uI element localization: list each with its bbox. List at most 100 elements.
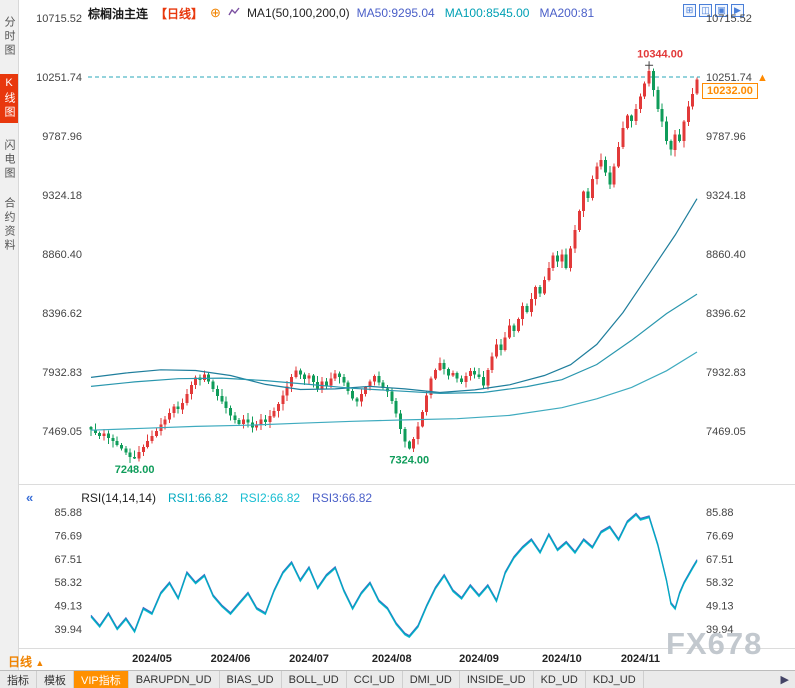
svg-text:2024/05: 2024/05: [132, 653, 172, 665]
svg-text:8396.62: 8396.62: [42, 308, 82, 320]
instrument-title: 棕榈油主连: [88, 6, 149, 21]
rsi-line-RSI2: [90, 514, 698, 639]
svg-text:7248.00: 7248.00: [115, 464, 155, 476]
bottom-toolbar: 指标 模板 VIP指标 BARUPDN_UD BIAS_UD BOLL_UD CCI_UD D…: [0, 670, 795, 688]
timeframe-selector[interactable]: 日线 ▲: [8, 653, 44, 670]
svg-text:2024/07: 2024/07: [289, 653, 329, 665]
bottom-tab-模板[interactable]: 模板: [37, 671, 74, 688]
bottom-tab-KD_UD[interactable]: KD_UD: [534, 671, 586, 688]
svg-text:9324.18: 9324.18: [706, 190, 746, 202]
rsi-lines-layer: [90, 512, 698, 639]
svg-text:8396.62: 8396.62: [706, 308, 746, 320]
ma-value-0: MA50:9295.04: [356, 6, 435, 20]
svg-text:7932.83: 7932.83: [706, 367, 746, 379]
ma-line-MA200: [90, 351, 698, 431]
timeframe-selector-label: 日线: [8, 655, 33, 669]
bottom-tab-BOLL_UD[interactable]: BOLL_UD: [282, 671, 347, 688]
rsi-line-RSI3: [90, 512, 698, 637]
indicator-tabs: 指标 模板 VIP指标 BARUPDN_UD BIAS_UD BOLL_UD CCI_UD D…: [0, 671, 644, 688]
svg-text:10715.52: 10715.52: [36, 13, 82, 25]
layout-maximize-icon[interactable]: ▣: [715, 4, 728, 17]
svg-text:10715.52: 10715.52: [706, 13, 752, 25]
candles-layer: [89, 65, 699, 464]
last-price-tag: 10232.00: [702, 83, 758, 99]
bottom-tab-BARUPDN_UD[interactable]: BARUPDN_UD: [129, 671, 220, 688]
x-axis-labels: 2024/05 2024/06 2024/07 2024/08 2024/09 2024/…: [132, 653, 660, 665]
svg-text:85.88: 85.88: [706, 507, 734, 519]
svg-text:9324.18: 9324.18: [42, 190, 82, 202]
bottom-tab-指标[interactable]: 指标: [0, 671, 37, 688]
rsi-value-0: RSI1:66.82: [167, 490, 228, 505]
watermark: FX678: [666, 626, 763, 661]
svg-text:39.94: 39.94: [54, 624, 82, 636]
svg-text:49.13: 49.13: [54, 601, 82, 613]
panel-splitter[interactable]: [19, 484, 795, 485]
bottom-tab-BIAS_UD[interactable]: BIAS_UD: [220, 671, 282, 688]
timeframe-label[interactable]: 【日线】: [155, 6, 204, 21]
rsi-value-1: RSI2:66.82: [240, 490, 301, 505]
window-layout-icons: ⊞ ◫ ▣ ▶: [683, 4, 744, 17]
layout-grid-icon[interactable]: ⊞: [683, 4, 696, 17]
svg-text:67.51: 67.51: [54, 554, 82, 566]
svg-text:2024/06: 2024/06: [211, 653, 251, 665]
svg-text:85.88: 85.88: [54, 507, 82, 519]
tabs-scroll-right-icon[interactable]: ▶: [780, 674, 789, 686]
svg-text:8860.40: 8860.40: [706, 249, 746, 261]
svg-text:7469.05: 7469.05: [42, 426, 82, 438]
svg-text:10344.00: 10344.00: [637, 48, 683, 60]
svg-text:76.69: 76.69: [54, 530, 82, 542]
chart-header: 棕榈油主连 【日线】 ⊕ MA1(50,100,200,0) MA50:9295…: [88, 4, 594, 22]
ma-value-1: MA100:8545.00: [444, 6, 530, 20]
bottom-tab-VIP指标[interactable]: VIP指标: [74, 671, 129, 688]
svg-text:9787.96: 9787.96: [42, 131, 82, 143]
svg-text:39.94: 39.94: [706, 624, 734, 636]
svg-text:2024/10: 2024/10: [542, 653, 582, 665]
svg-text:67.51: 67.51: [706, 554, 734, 566]
svg-text:49.13: 49.13: [706, 601, 734, 613]
rsi-title: RSI(14,14,14): [81, 490, 156, 505]
svg-text:58.32: 58.32: [54, 577, 82, 589]
ma-line-MA100: [90, 293, 698, 395]
add-indicator-icon[interactable]: ⊕: [210, 5, 221, 20]
panel-collapse-icon[interactable]: ▶: [731, 4, 744, 17]
bottom-tab-INSIDE_UD[interactable]: INSIDE_UD: [460, 671, 534, 688]
bottom-tab-DMI_UD[interactable]: DMI_UD: [403, 671, 460, 688]
ma-line-MA50: [90, 198, 698, 394]
axis-separator: [19, 648, 795, 649]
ma-values: MA50:9295.04 MA100:8545.00 MA200:81: [357, 6, 595, 20]
svg-text:8860.40: 8860.40: [42, 249, 82, 261]
ma-value-2: MA200:81: [539, 6, 595, 20]
ma-settings-label: MA1(50,100,200,0): [246, 6, 350, 20]
bottom-tab-KDJ_UD[interactable]: KDJ_UD: [586, 671, 644, 688]
svg-text:7932.83: 7932.83: [42, 367, 82, 379]
svg-text:9787.96: 9787.96: [706, 131, 746, 143]
sidebar-item-flash-chart[interactable]: 闪电图: [3, 139, 15, 181]
bottom-tab-CCI_UD[interactable]: CCI_UD: [347, 671, 403, 688]
collapse-panel-icon[interactable]: «: [26, 490, 34, 505]
svg-text:2024/09: 2024/09: [459, 653, 499, 665]
svg-text:2024/08: 2024/08: [372, 653, 412, 665]
price-markers: 10344.00 7248.00 7324.00: [115, 48, 683, 476]
rsi-values: RSI1:66.82 RSI2:66.82 RSI3:66.82: [168, 491, 372, 505]
svg-text:2024/11: 2024/11: [621, 653, 660, 665]
left-sidebar: 分时图 K线图闪电图合约资料: [0, 0, 19, 670]
rsi-line-RSI1: [90, 513, 698, 638]
svg-text:76.69: 76.69: [706, 530, 734, 542]
svg-text:7324.00: 7324.00: [389, 454, 429, 466]
rsi-value-2: RSI3:66.82: [312, 490, 373, 505]
main-y-axis-labels: 10715.52 10715.52 10251.74 10251.74 9787.96 9…: [36, 13, 768, 438]
sidebar-item-contract-info[interactable]: 合约资料: [3, 197, 15, 253]
rsi-header: « RSI(14,14,14) RSI1:66.82 RSI2:66.82 RSI3…: [26, 490, 372, 505]
overlay-indicator-icon: [228, 6, 240, 21]
svg-text:▲: ▲: [757, 72, 768, 84]
sidebar-item-time-share-chart[interactable]: 分时图: [3, 16, 15, 58]
svg-text:7469.05: 7469.05: [706, 426, 746, 438]
chevron-up-icon: ▲: [35, 658, 45, 668]
ma-lines-layer: [90, 198, 698, 431]
svg-text:10251.74: 10251.74: [36, 72, 82, 84]
svg-text:10251.74: 10251.74: [706, 72, 752, 84]
layout-columns-icon[interactable]: ◫: [699, 4, 712, 17]
sidebar-item-kline-chart[interactable]: K线图: [0, 74, 18, 123]
